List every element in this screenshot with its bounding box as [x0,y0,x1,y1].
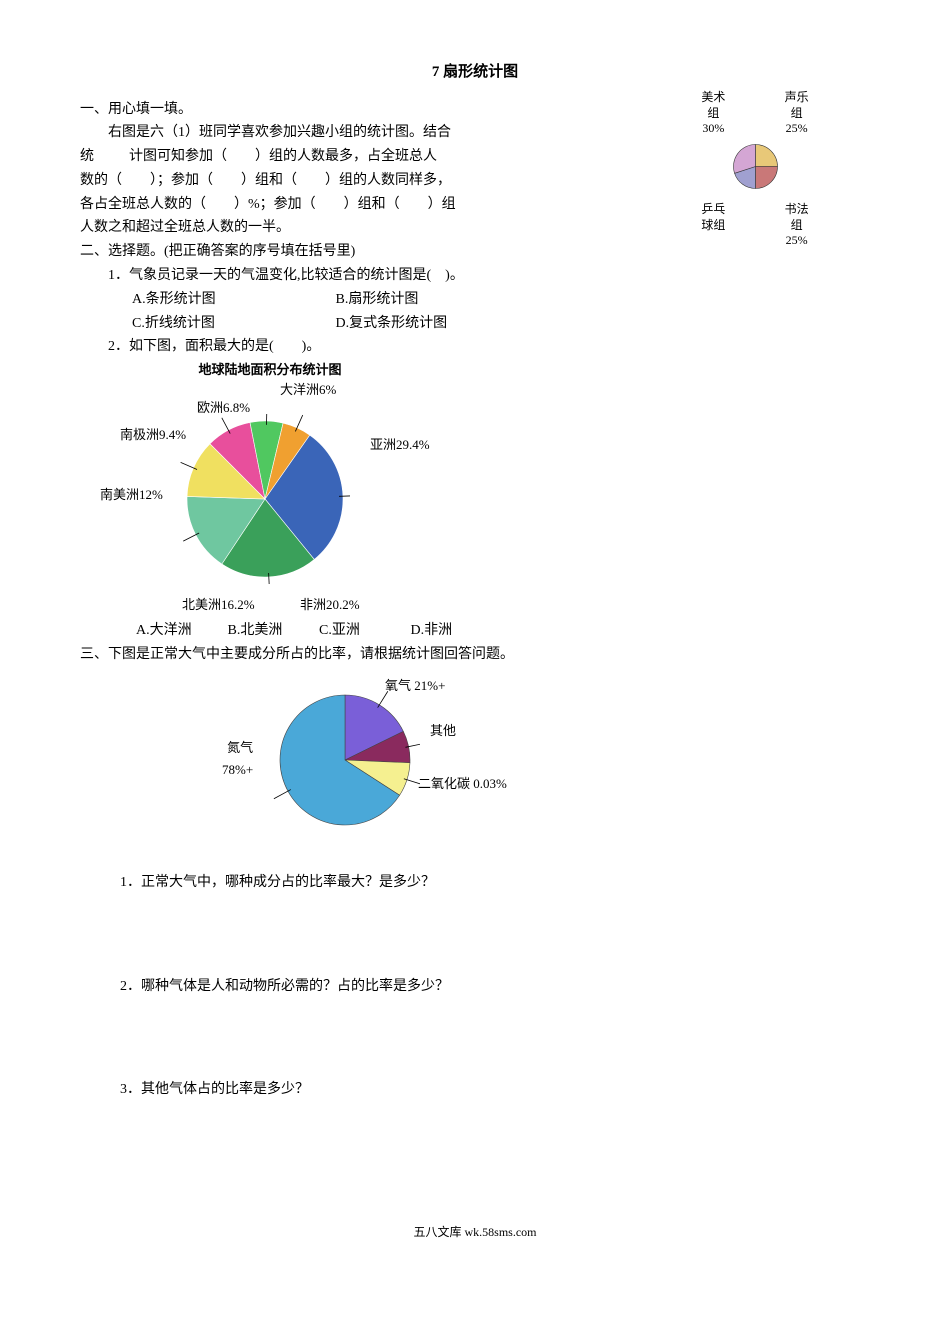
section3-heading: 三、下图是正常大气中主要成分所占的比率，请根据统计图回答问题。 [80,643,870,667]
air-pie-wrap: 氧气 21%+ 其他 二氧化碳 0.03% 氮气 78%+ [200,675,870,855]
lbl-namerica: 北美洲16.2% [182,594,255,616]
lbl-oxygen: 氧气 21%+ [385,675,445,697]
lbl-europe: 欧洲6.8% [197,397,250,419]
air-pie-icon [270,685,420,835]
s2-q2-optA: A.大洋洲 [136,619,224,643]
q1-body: 右图是六（1）班同学喜欢参加兴趣小组的统计图。结合 统 计图可知参加（ ）组的人… [80,121,570,240]
s3-q2: 2．哪种气体是人和动物所必需的？占的比率是多少？ [120,975,870,999]
s2-q2-optC: C.亚洲 [319,619,407,643]
s3-q3: 3．其他气体占的比率是多少？ [120,1078,870,1102]
s2-q2-optB: B.北美洲 [228,619,316,643]
lbl-nitrogen: 氮气 78%+ [222,737,253,781]
hobby-pingpong-label: 乒乓 球组 [675,202,752,249]
earth-pie-icon [180,414,350,584]
s2-q1-optC: C.折线统计图 [132,312,332,336]
q1-line1: 右图是六（1）班同学喜欢参加兴趣小组的统计图。结合 [80,121,570,145]
lbl-co2: 二氧化碳 0.03% [418,773,507,795]
hobby-pie-icon [728,139,783,194]
lbl-other: 其他 [430,720,456,742]
s3-q1: 1．正常大气中，哪种成分占的比率最大？是多少？ [120,871,870,895]
earth-pie-title: 地球陆地面积分布统计图 [120,359,420,381]
s2-q1-optB: B.扇形统计图 [336,288,536,312]
q1-line2a: 统 [80,149,94,164]
page-title: 7 扇形统计图 [80,60,870,86]
lbl-samerica: 南美洲12% [100,484,163,506]
s2-q2-stem: 2．如下图，面积最大的是( )。 [108,335,870,359]
page-footer: 五八文库 wk.58sms.com [80,1222,870,1242]
lbl-antarctica: 南极洲9.4% [120,424,186,446]
lbl-africa: 非洲20.2% [300,594,360,616]
q1-line4: 各占全班总人数的（ ）%；参加（ ）组和（ ）组 [80,193,570,217]
s2-q1-stem: 1．气象员记录一天的气温变化,比较适合的统计图是( )。 [108,264,870,288]
s2-q2-optD: D.非洲 [411,619,499,643]
earth-pie-wrap: 地球陆地面积分布统计图 大洋洲6% 欧洲6.8% 南极洲9.4% 亚洲29.4%… [120,359,870,619]
q1-line5: 人数之和超过全班总人数的一半。 [80,216,570,240]
hobby-art-label: 美术 组 30% [675,90,752,137]
s2-q1-optD: D.复式条形统计图 [336,312,536,336]
s2-q1-optA: A.条形统计图 [132,288,332,312]
hobby-chart: 美术 组 30% 声乐 组 25% 乒乓 球组 书法 组 25% [675,90,835,249]
hobby-music-label: 声乐 组 25% [758,90,835,137]
q1-line2b: 计图可知参加（ ）组的人数最多，占全班总人 [129,149,437,164]
lbl-asia: 亚洲29.4% [370,434,430,456]
lbl-oceania: 大洋洲6% [280,379,336,401]
q1-line3: 数的（ ）；参加（ ）组和（ ）组的人数同样多， [80,169,570,193]
hobby-calligraphy-label: 书法 组 25% [758,202,835,249]
